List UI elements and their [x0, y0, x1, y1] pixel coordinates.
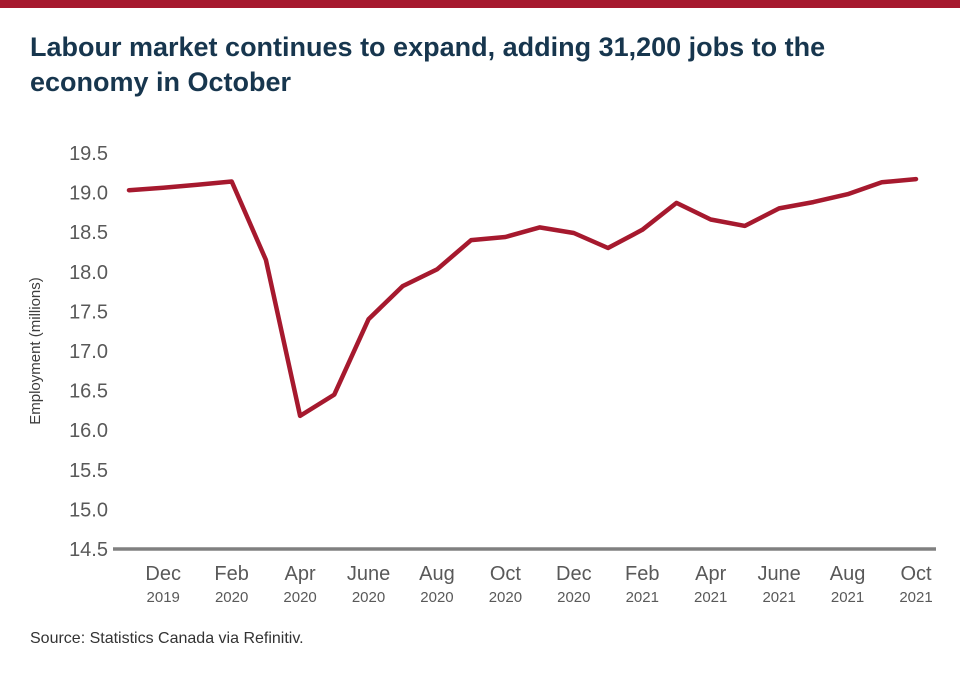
y-tick-label: 18.0	[69, 262, 108, 284]
x-tick-month-label: June	[347, 563, 390, 585]
employment-line-series	[126, 176, 919, 419]
x-tick-month-label: Feb	[214, 563, 248, 585]
x-tick-month-label: Feb	[625, 563, 659, 585]
x-tick-year-label: 2021	[626, 589, 659, 606]
y-tick-label: 14.5	[69, 539, 108, 561]
x-tick-month-label: June	[757, 563, 800, 585]
x-tick-month-label: Apr	[285, 563, 316, 585]
y-tick-label: 15.0	[69, 499, 108, 521]
x-tick-year-label: 2021	[831, 589, 864, 606]
x-tick-year-label: 2020	[557, 589, 590, 606]
x-tick-month-label: Oct	[900, 563, 932, 585]
y-tick-label: 17.0	[69, 341, 108, 363]
y-tick-label: 16.0	[69, 420, 108, 442]
x-tick-month-label: Dec	[145, 563, 181, 585]
x-tick-month-label: Oct	[490, 563, 522, 585]
x-tick-month-label: Aug	[830, 563, 866, 585]
x-tick-year-label: 2020	[420, 589, 453, 606]
x-tick-month-label: Apr	[695, 563, 726, 585]
chart-title: Labour market continues to expand, addin…	[30, 32, 826, 98]
y-axis-label: Employment (millions)	[27, 277, 44, 425]
x-tick-year-label: 2020	[215, 589, 248, 606]
top-accent-bar	[0, 0, 960, 8]
x-tick-year-label: 2021	[694, 589, 727, 606]
x-tick-month-label: Aug	[419, 563, 455, 585]
y-tick-label: 19.5	[69, 143, 108, 165]
x-tick-year-label: 2020	[283, 589, 316, 606]
y-tick-label: 19.0	[69, 183, 108, 205]
x-tick-month-label: Dec	[556, 563, 592, 585]
x-tick-year-label: 2021	[899, 589, 932, 606]
source-note: Source: Statistics Canada via Refinitiv.	[30, 630, 304, 647]
y-tick-label: 17.5	[69, 301, 108, 323]
y-tick-label: 18.5	[69, 222, 108, 244]
x-tick-year-label: 2020	[352, 589, 385, 606]
y-tick-label: 15.5	[69, 460, 108, 482]
x-tick-year-label: 2019	[147, 589, 180, 606]
y-tick-label: 16.5	[69, 381, 108, 403]
x-tick-year-label: 2021	[762, 589, 795, 606]
x-tick-year-label: 2020	[489, 589, 522, 606]
